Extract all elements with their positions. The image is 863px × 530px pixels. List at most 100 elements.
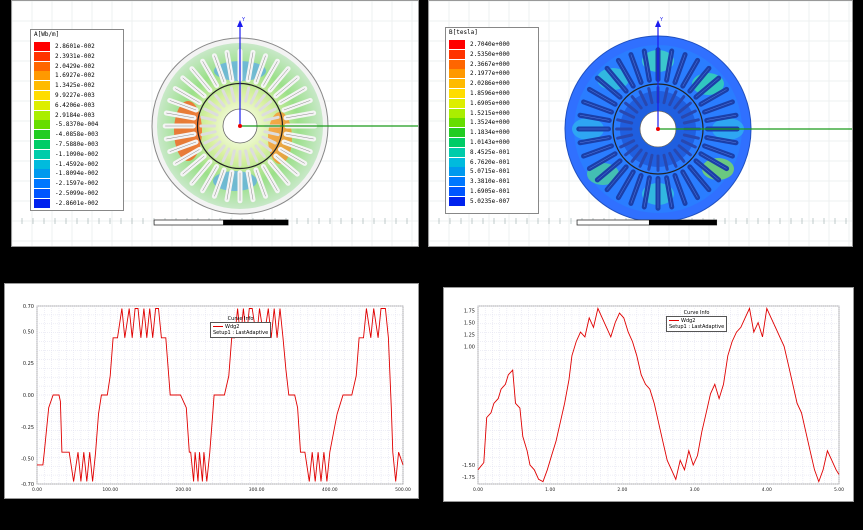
slot-outline bbox=[255, 169, 266, 197]
chart2-legend-series: Wdg2 bbox=[681, 318, 696, 324]
chart2-xtick-label: 3.00 bbox=[690, 487, 700, 493]
slot-outline bbox=[182, 155, 205, 175]
rotor-bar bbox=[214, 93, 226, 108]
tesla-legend-swatch bbox=[449, 98, 465, 108]
chart1-legend-line-icon bbox=[213, 326, 223, 327]
tesla-legend-row: 2.1977e+000 bbox=[449, 69, 510, 79]
flux-legend-swatch bbox=[34, 110, 50, 120]
winding-chart-1-panel: 0.70 0.50 0.25 0.00 -0.25 -0.50 -0.70 0.00 100.0… bbox=[4, 283, 419, 499]
rotor-bar bbox=[244, 86, 251, 103]
chart1-ytick-label: -0.25 bbox=[21, 425, 34, 431]
chart1-xtick-label: 400.00 bbox=[322, 487, 338, 493]
rotor-bar bbox=[254, 93, 266, 108]
slot-outline bbox=[175, 149, 200, 164]
rotor-bar bbox=[682, 133, 700, 140]
chart1-ytick-label: 0.00 bbox=[23, 393, 34, 399]
slot-outline bbox=[674, 175, 686, 204]
tesla-legend-swatch bbox=[449, 157, 465, 167]
slot-outline bbox=[644, 50, 650, 81]
tesla-legend-row: 5.0235e-007 bbox=[449, 196, 510, 206]
y-axis-label: Y bbox=[241, 17, 246, 23]
flux-legend-swatch bbox=[34, 71, 50, 81]
chart1-ytick-label: 0.50 bbox=[23, 329, 34, 335]
flux-legend-row: 2.8601e-002 bbox=[34, 42, 95, 51]
rotor-bar bbox=[619, 139, 636, 149]
chart2-legend-header: Curve Info bbox=[683, 310, 710, 316]
flux-legend-row: 1.6927e-002 bbox=[34, 71, 95, 81]
flux-legend-value: -1.4592e-002 bbox=[55, 160, 99, 168]
flux-legend-value: -2.8601e-002 bbox=[55, 199, 99, 207]
slot-outline bbox=[280, 149, 305, 164]
tesla-legend-value: 1.3524e+000 bbox=[470, 119, 510, 127]
tesla-legend-value: 8.4525e-001 bbox=[470, 148, 510, 156]
flux-legend-value: -2.5099e-002 bbox=[55, 190, 99, 197]
tesla-legend-swatch bbox=[449, 49, 465, 59]
slot-outline bbox=[682, 60, 698, 87]
chart1-legend: Curve Info Wdg2 Setup1 : LastAdaptive bbox=[210, 316, 272, 338]
chart1-ytick-label: 0.70 bbox=[23, 304, 34, 310]
tesla-legend-row: 1.3524e+000 bbox=[449, 118, 510, 128]
origin-marker bbox=[238, 124, 242, 128]
chart1-xtick-label: 500.00 bbox=[395, 487, 411, 493]
tesla-legend-title: B[tesla] bbox=[449, 29, 478, 36]
tesla-legend-row: 1.6905e-001 bbox=[449, 187, 510, 196]
tesla-legend-swatch bbox=[449, 118, 465, 128]
tesla-legend-row: 8.4525e-001 bbox=[449, 147, 510, 157]
flux-legend-swatch bbox=[34, 61, 50, 71]
slot-outline bbox=[630, 175, 642, 204]
tesla-legend-swatch bbox=[449, 196, 465, 206]
slot-outline bbox=[275, 155, 298, 175]
tesla-legend-value: 1.6905e-001 bbox=[470, 188, 510, 195]
flux-legend-swatch bbox=[34, 51, 50, 61]
rotor-bar bbox=[682, 118, 700, 125]
tesla-legend-row: 2.7040e+000 bbox=[449, 40, 510, 49]
chart1-ytick-label: -0.50 bbox=[21, 457, 34, 463]
flux-legend-value: 6.4206e-003 bbox=[55, 101, 95, 109]
tesla-legend-row: 5.0715e-001 bbox=[449, 167, 510, 177]
slot-outline bbox=[283, 100, 311, 111]
rotor-bar bbox=[200, 130, 217, 137]
tesla-legend-row: 1.8596e+000 bbox=[449, 89, 510, 98]
scale-bar-fill bbox=[223, 220, 289, 225]
chart2-legend-line-icon bbox=[669, 320, 679, 321]
tesla-legend-swatch bbox=[449, 177, 465, 187]
rotor-bar bbox=[249, 147, 259, 163]
tesla-legend-value: 1.5215e+000 bbox=[470, 109, 510, 117]
slot-outline bbox=[283, 141, 311, 152]
slot-outline bbox=[169, 141, 197, 152]
scale-bar bbox=[153, 219, 289, 226]
chart2-xtick-label: 0.00 bbox=[473, 487, 483, 493]
chart2-ytick-label: 1.50 bbox=[464, 321, 475, 327]
tesla-field-plot-panel: Y B[tesla] 2.7040e+000 2.5350e+000 2.3667e… bbox=[428, 0, 853, 247]
y-axis-arrow bbox=[237, 20, 243, 27]
tesla-legend-row: 6.7620e-001 bbox=[449, 157, 510, 167]
rotor-bar bbox=[668, 90, 678, 107]
rotor-bar bbox=[616, 133, 634, 140]
tesla-legend-row: 1.1834e+000 bbox=[449, 128, 510, 138]
tesla-legend-value: 5.0715e-001 bbox=[470, 168, 510, 176]
rotor-bar bbox=[221, 147, 231, 163]
flux-legend-swatch bbox=[34, 159, 50, 169]
rotor-bar bbox=[203, 135, 219, 145]
slot-outline bbox=[202, 61, 217, 86]
flux-legend-swatch bbox=[34, 42, 50, 51]
slot-outline bbox=[706, 115, 737, 121]
stator-slots bbox=[162, 48, 318, 204]
slot-outline bbox=[269, 161, 289, 184]
slot-outline bbox=[191, 161, 211, 184]
slot-outline bbox=[182, 77, 205, 97]
chart1-legend-series: Wdg2 bbox=[225, 324, 240, 330]
tesla-legend-swatch bbox=[449, 69, 465, 79]
rotor-bar bbox=[647, 87, 654, 105]
chart2-series-line bbox=[477, 306, 840, 483]
tesla-legend-swatch bbox=[449, 89, 465, 98]
flux-legend-row: 2.3931e-002 bbox=[34, 51, 95, 61]
flux-legend-row: -1.8094e-002 bbox=[34, 169, 99, 179]
slot-outline bbox=[630, 54, 642, 83]
flux-legend-value: -7.5880e-003 bbox=[55, 141, 99, 148]
slot-outline bbox=[263, 166, 278, 191]
flux-legend-value: -1.8094e-002 bbox=[55, 170, 99, 178]
slot-outline bbox=[166, 133, 195, 140]
rotor-bar bbox=[200, 115, 217, 122]
slot-outline bbox=[226, 52, 233, 81]
